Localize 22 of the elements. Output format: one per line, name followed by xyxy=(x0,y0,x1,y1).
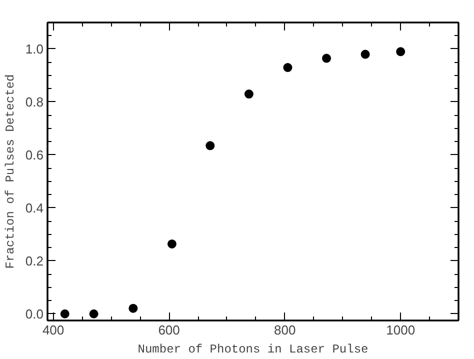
point xyxy=(283,63,292,72)
x-tick-label: 600 xyxy=(158,322,180,338)
point xyxy=(244,90,254,99)
y-tick-label: 0.6 xyxy=(25,147,44,162)
point xyxy=(60,309,70,318)
x-tick-label: 1000 xyxy=(386,322,416,338)
point xyxy=(396,47,406,56)
x-tick-label: 800 xyxy=(274,322,296,338)
x-axis-title: Number of Photons in Laser Pulse xyxy=(138,342,368,356)
y-tick-label: 0.2 xyxy=(25,253,44,268)
y-tick-label: 1.0 xyxy=(25,41,44,56)
point xyxy=(360,50,370,59)
point xyxy=(206,141,215,150)
y-tick-label: 0.0 xyxy=(25,306,44,322)
y-tick-label: 0.8 xyxy=(25,94,44,110)
point xyxy=(167,239,176,248)
point xyxy=(322,54,332,63)
point xyxy=(89,309,98,318)
y-axis-title: Fraction of Pulses Detected xyxy=(3,74,18,269)
y-tick-label: 0.4 xyxy=(25,200,44,216)
x-tick-label: 400 xyxy=(42,322,64,338)
point xyxy=(128,304,138,313)
